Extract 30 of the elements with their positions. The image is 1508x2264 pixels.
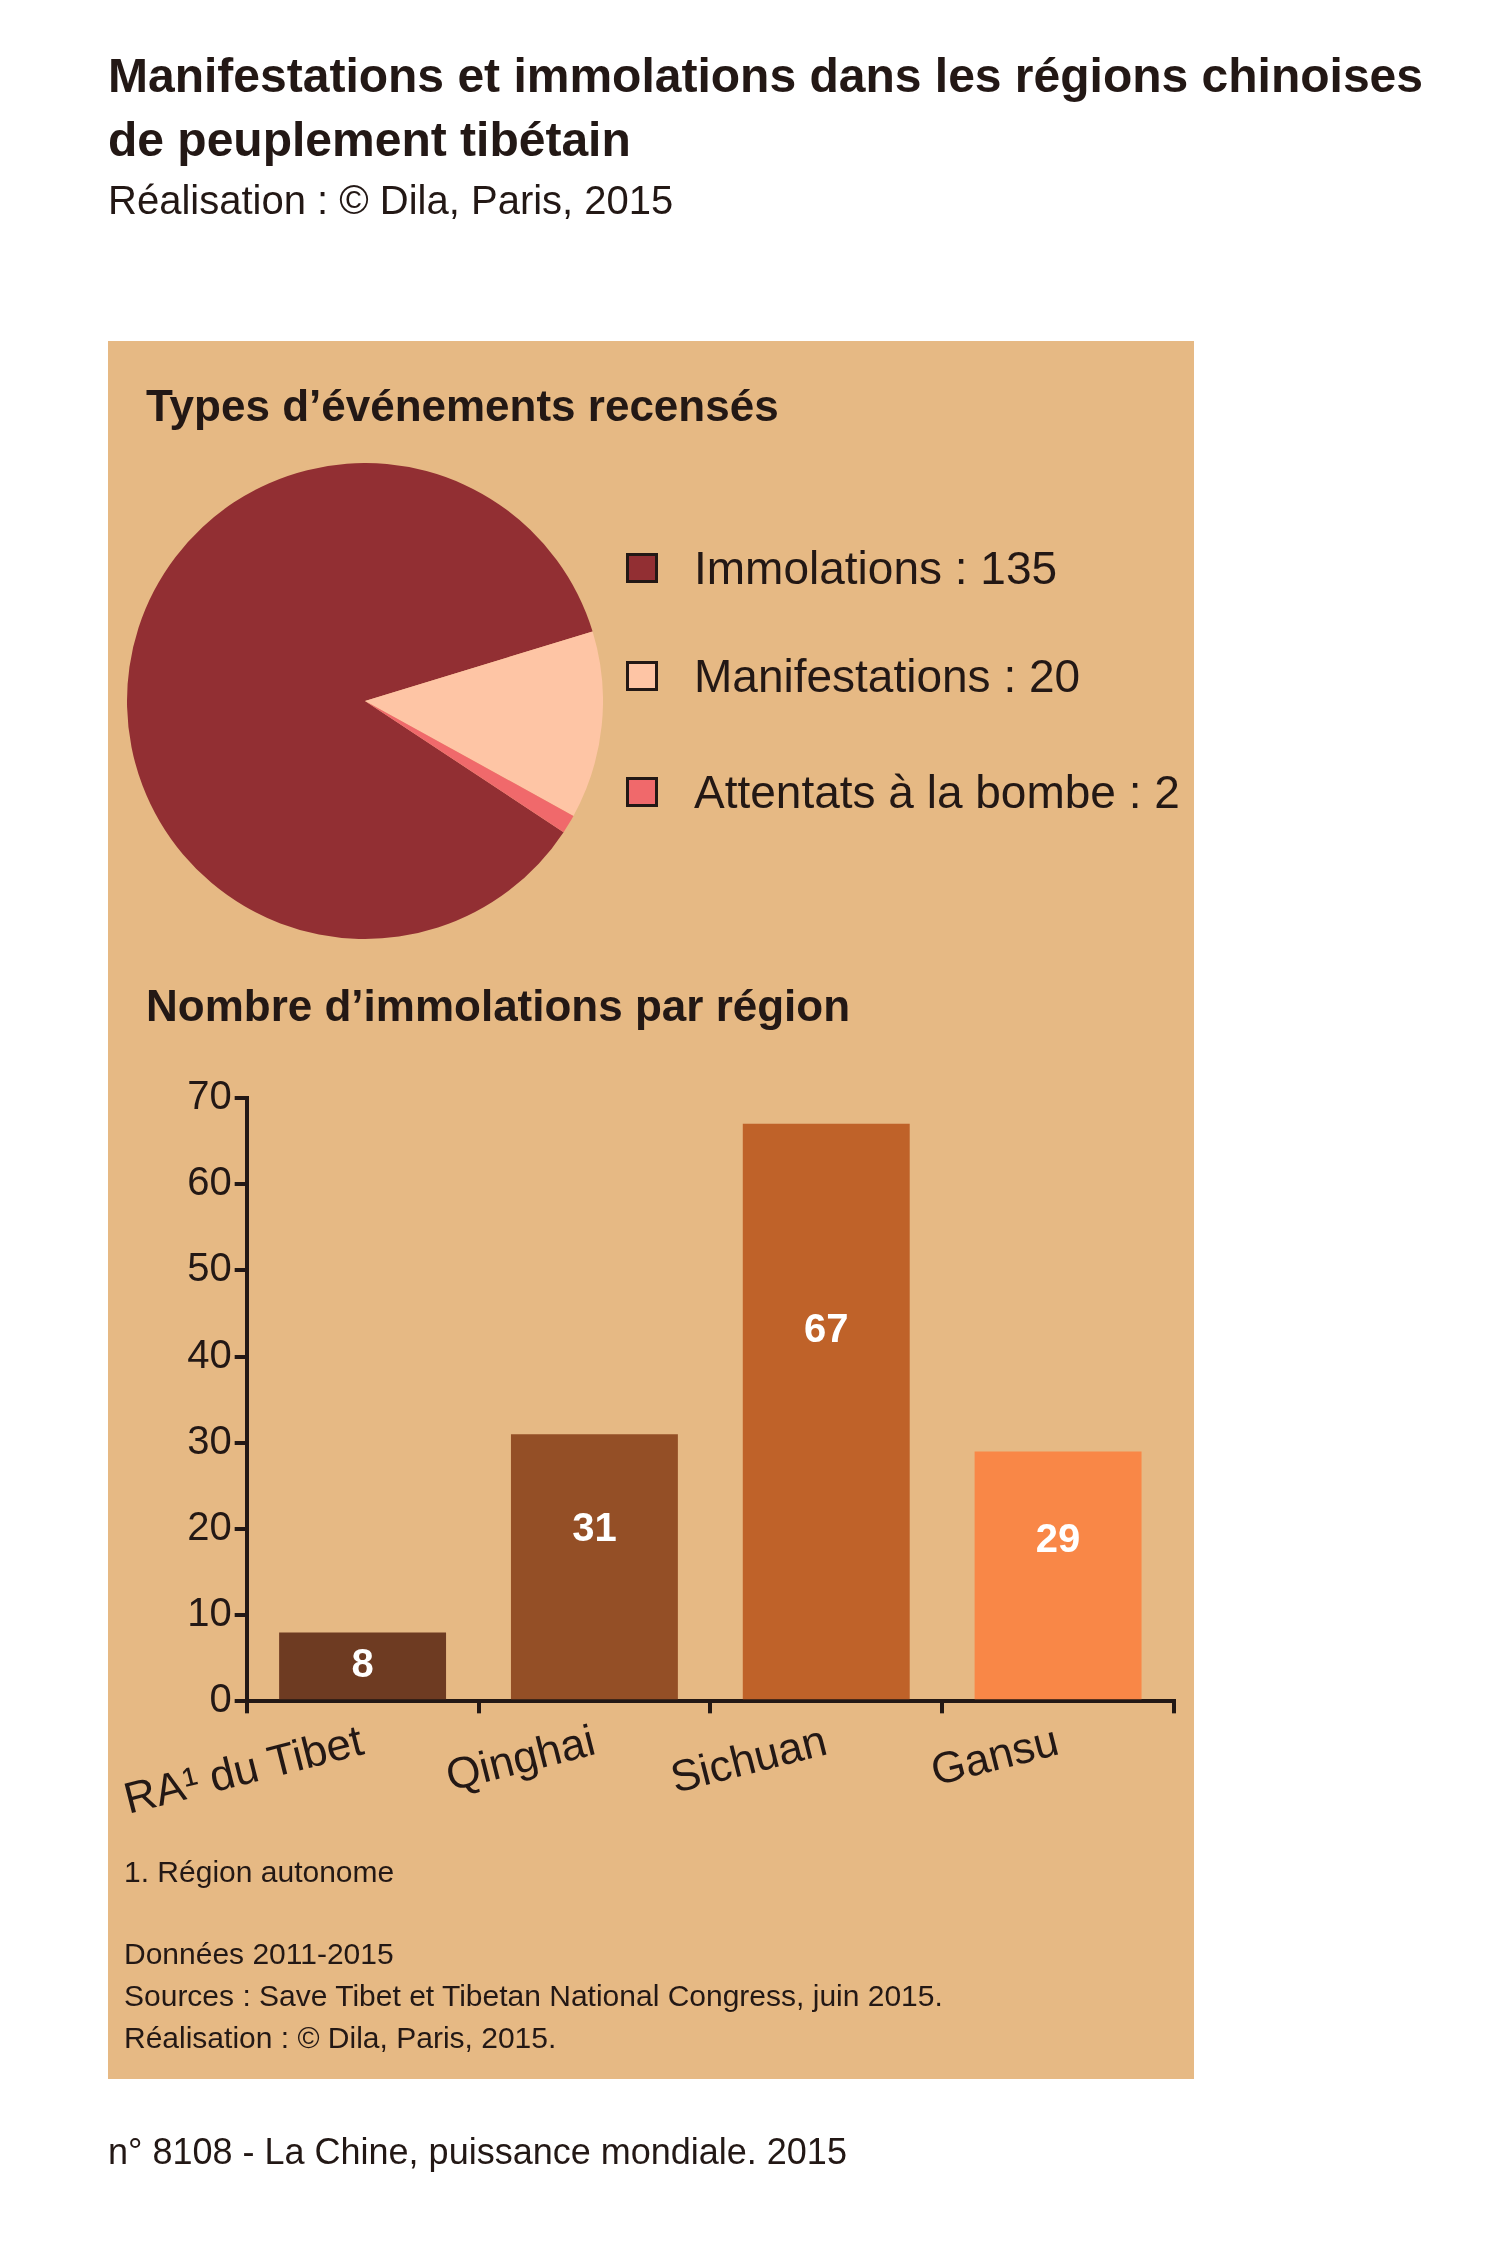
bar [742,1123,910,1700]
data-label: 8 [351,1640,374,1685]
legend-label: Attentats à la bombe : 2 [694,765,1180,819]
source-note: Sources : Save Tibet et Tibetan National Congress, juin 2015. [124,1978,943,2014]
y-tick-label: 50 [187,1245,232,1290]
x-tick-label: Sichuan [665,1714,832,1802]
chart-title: Nombre d’immolations par région [146,981,851,1031]
x-tick-label: Qinghai [440,1714,600,1800]
y-tick-label: 30 [187,1417,232,1462]
y-tick-label: 60 [187,1159,232,1204]
text: Manifestations et immolations dans les régions chinoises de peuplement tibétain [108,48,1424,168]
x-tick-label: Gansu [925,1714,1064,1795]
text: Réalisation : © Dila, Paris, 2015. [124,2020,558,2056]
bar [510,1434,678,1700]
data-label: 31 [572,1504,617,1549]
text: Données 2011-2015 [124,1936,395,1972]
text: 1. Région autonome [124,1854,396,1890]
text: n° 8108 - La Chine, puissance mondiale. 2015 [108,2130,848,2174]
bar [974,1451,1142,1700]
text: Réalisation : © Dila, Paris, 2015 [108,177,675,224]
y-tick-label: 70 [187,1073,232,1118]
bar [279,1632,447,1700]
data-label: 67 [804,1306,849,1351]
y-tick-label: 40 [187,1331,232,1376]
legend-label: Manifestations : 20 [694,649,1081,703]
y-tick-label: 10 [187,1590,232,1635]
chart-title: Types d’événements recensés [146,381,779,431]
data-label: 29 [1035,1515,1081,1560]
legend-label: Immolations : 135 [694,541,1058,595]
y-tick-label: 20 [187,1503,232,1548]
